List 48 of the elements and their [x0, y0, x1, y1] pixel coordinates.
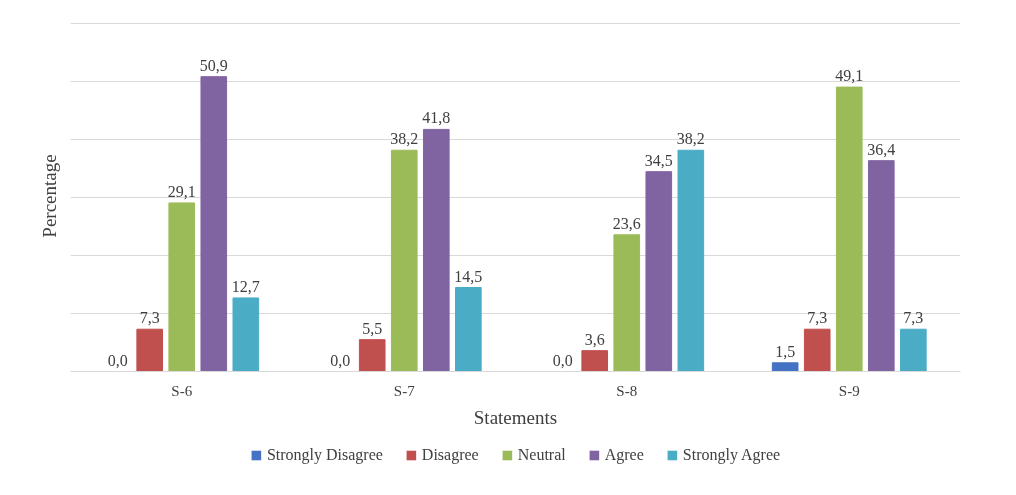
- x-tick-label: S-8: [616, 382, 638, 399]
- data-label: 0,0: [330, 351, 351, 369]
- data-label: 5,5: [362, 319, 383, 337]
- data-label: 12,7: [231, 277, 260, 295]
- bar: [455, 287, 482, 372]
- bar: [803, 328, 831, 372]
- bar: [358, 339, 386, 372]
- bar: [835, 86, 863, 372]
- bar: [232, 297, 260, 372]
- bar: [677, 149, 705, 372]
- bar: [422, 128, 450, 372]
- bar: [645, 171, 673, 372]
- data-label: 41,8: [422, 109, 451, 127]
- bar: [136, 328, 164, 372]
- bar: [867, 160, 895, 372]
- legend-label: Strongly Disagree: [266, 446, 383, 464]
- x-tick-label: S-9: [838, 382, 860, 399]
- data-label: 50,9: [199, 56, 228, 74]
- data-label: 34,5: [644, 151, 673, 169]
- bar: [168, 202, 196, 372]
- data-label: 38,2: [390, 130, 419, 148]
- x-tick-label: S-6: [171, 382, 193, 399]
- data-label: 3,6: [584, 330, 605, 348]
- data-label: 38,2: [676, 130, 705, 148]
- bar: [200, 76, 228, 372]
- data-label: 49,1: [835, 67, 864, 85]
- data-label: 7,3: [903, 309, 924, 327]
- x-axis-title: Statements: [473, 406, 558, 428]
- legend-label: Agree: [604, 446, 644, 464]
- data-label: 0,0: [552, 351, 573, 369]
- legend-label: Strongly Agree: [682, 446, 781, 464]
- data-label: 1,5: [775, 342, 796, 360]
- data-label: 29,1: [167, 182, 196, 200]
- data-label: 7,3: [807, 309, 828, 327]
- bar: [613, 234, 641, 372]
- legend-label: Neutral: [517, 446, 566, 464]
- bar: [581, 350, 609, 372]
- bar: [390, 149, 418, 372]
- data-label: 7,3: [139, 309, 160, 327]
- data-label: 23,6: [612, 214, 641, 232]
- legend-label: Disagree: [421, 446, 479, 464]
- data-label: 0,0: [107, 351, 128, 369]
- data-label: 14,5: [454, 267, 483, 285]
- y-axis-title: Percentage: [38, 154, 60, 238]
- x-tick-label: S-7: [393, 382, 416, 399]
- bar: [771, 362, 799, 372]
- bar: [900, 328, 927, 372]
- data-label: 36,4: [867, 140, 896, 158]
